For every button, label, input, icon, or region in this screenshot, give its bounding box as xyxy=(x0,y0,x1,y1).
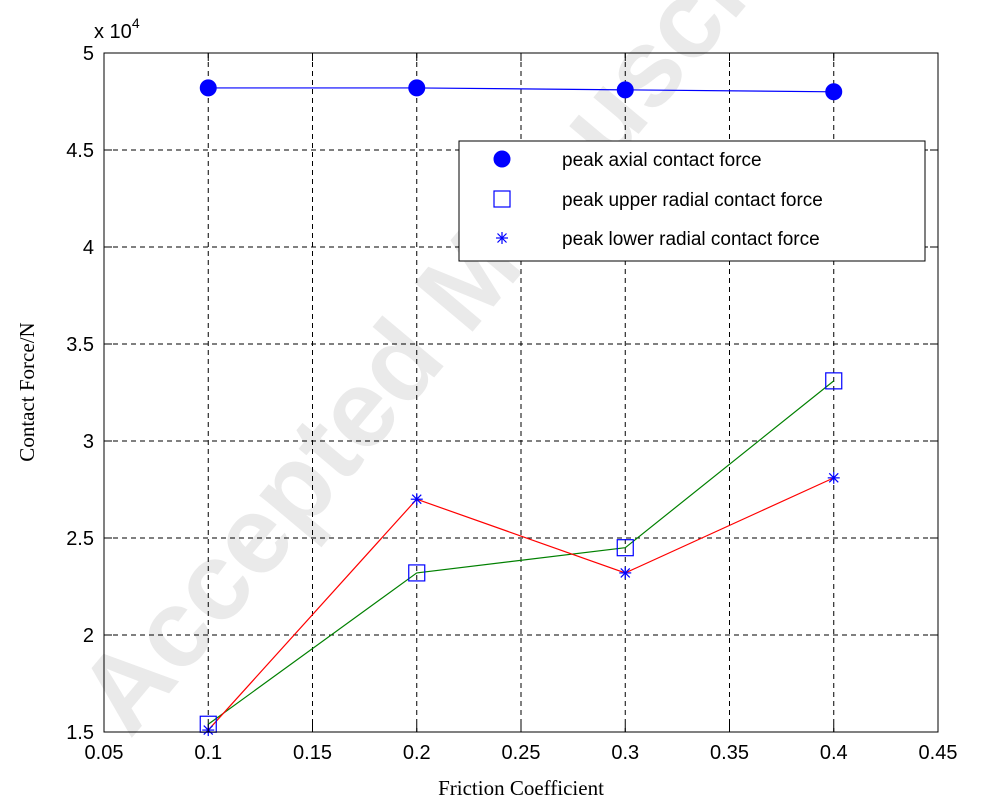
y-tick-label: 4 xyxy=(83,237,94,259)
data-point xyxy=(825,83,843,101)
series-markers-1 xyxy=(199,372,843,733)
x-tick-label: 0.2 xyxy=(403,742,431,764)
y-tick-label: 1.5 xyxy=(66,722,94,744)
y-axis-label: Contact Force/N xyxy=(15,322,39,461)
y-tick-label: 3.5 xyxy=(66,334,94,356)
data-point xyxy=(616,539,634,557)
data-point xyxy=(410,493,423,506)
x-tick-label: 0.35 xyxy=(710,742,749,764)
data-point xyxy=(827,471,840,484)
data-point xyxy=(408,564,426,582)
legend-entry: peak axial contact force xyxy=(562,150,762,171)
legend-entry: peak upper radial contact force xyxy=(562,190,823,211)
data-point xyxy=(493,150,511,168)
series-1 xyxy=(207,380,835,725)
data-point xyxy=(619,566,632,579)
data-point xyxy=(199,79,217,97)
x-tick-label: 0.25 xyxy=(502,742,541,764)
legend-box xyxy=(458,140,926,262)
series-line xyxy=(208,87,834,93)
watermark: Accepted Manuscript xyxy=(54,0,863,755)
data-point xyxy=(408,79,426,97)
series-group xyxy=(199,79,843,737)
y-multiplier: x 104 xyxy=(94,15,140,43)
data-point xyxy=(616,81,634,99)
x-tick-label: 0.05 xyxy=(85,742,124,764)
data-point xyxy=(496,232,508,244)
series-markers-0 xyxy=(199,79,843,101)
series-line xyxy=(207,477,834,731)
x-tick-label: 0.4 xyxy=(820,742,848,764)
x-tick-label: 0.3 xyxy=(611,742,639,764)
legend: peak axial contact force peak upper radia… xyxy=(458,140,926,262)
series-line xyxy=(207,380,835,725)
tick-group xyxy=(103,52,939,733)
y-tick-label: 4.5 xyxy=(66,140,94,162)
x-tick-label: 0.15 xyxy=(293,742,332,764)
series-0 xyxy=(208,87,834,93)
y-tick-label: 5 xyxy=(83,43,94,65)
x-tick-label: 0.1 xyxy=(194,742,222,764)
y-tick-label: 2 xyxy=(83,625,94,647)
x-tick-label: 0.45 xyxy=(919,742,958,764)
series-2 xyxy=(207,477,834,731)
y-tick-label: 2.5 xyxy=(66,528,94,550)
y-tick-label: 3 xyxy=(83,431,94,453)
legend-entry: peak lower radial contact force xyxy=(562,229,820,250)
tick-labels: 0.05 0.1 0.15 0.2 0.25 0.3 0.35 0.4 0.45 1.5 2 2.5 3… xyxy=(66,43,957,764)
data-point xyxy=(493,190,511,208)
data-point xyxy=(825,372,843,390)
x-axis-label: Friction Coefficient xyxy=(438,776,604,800)
